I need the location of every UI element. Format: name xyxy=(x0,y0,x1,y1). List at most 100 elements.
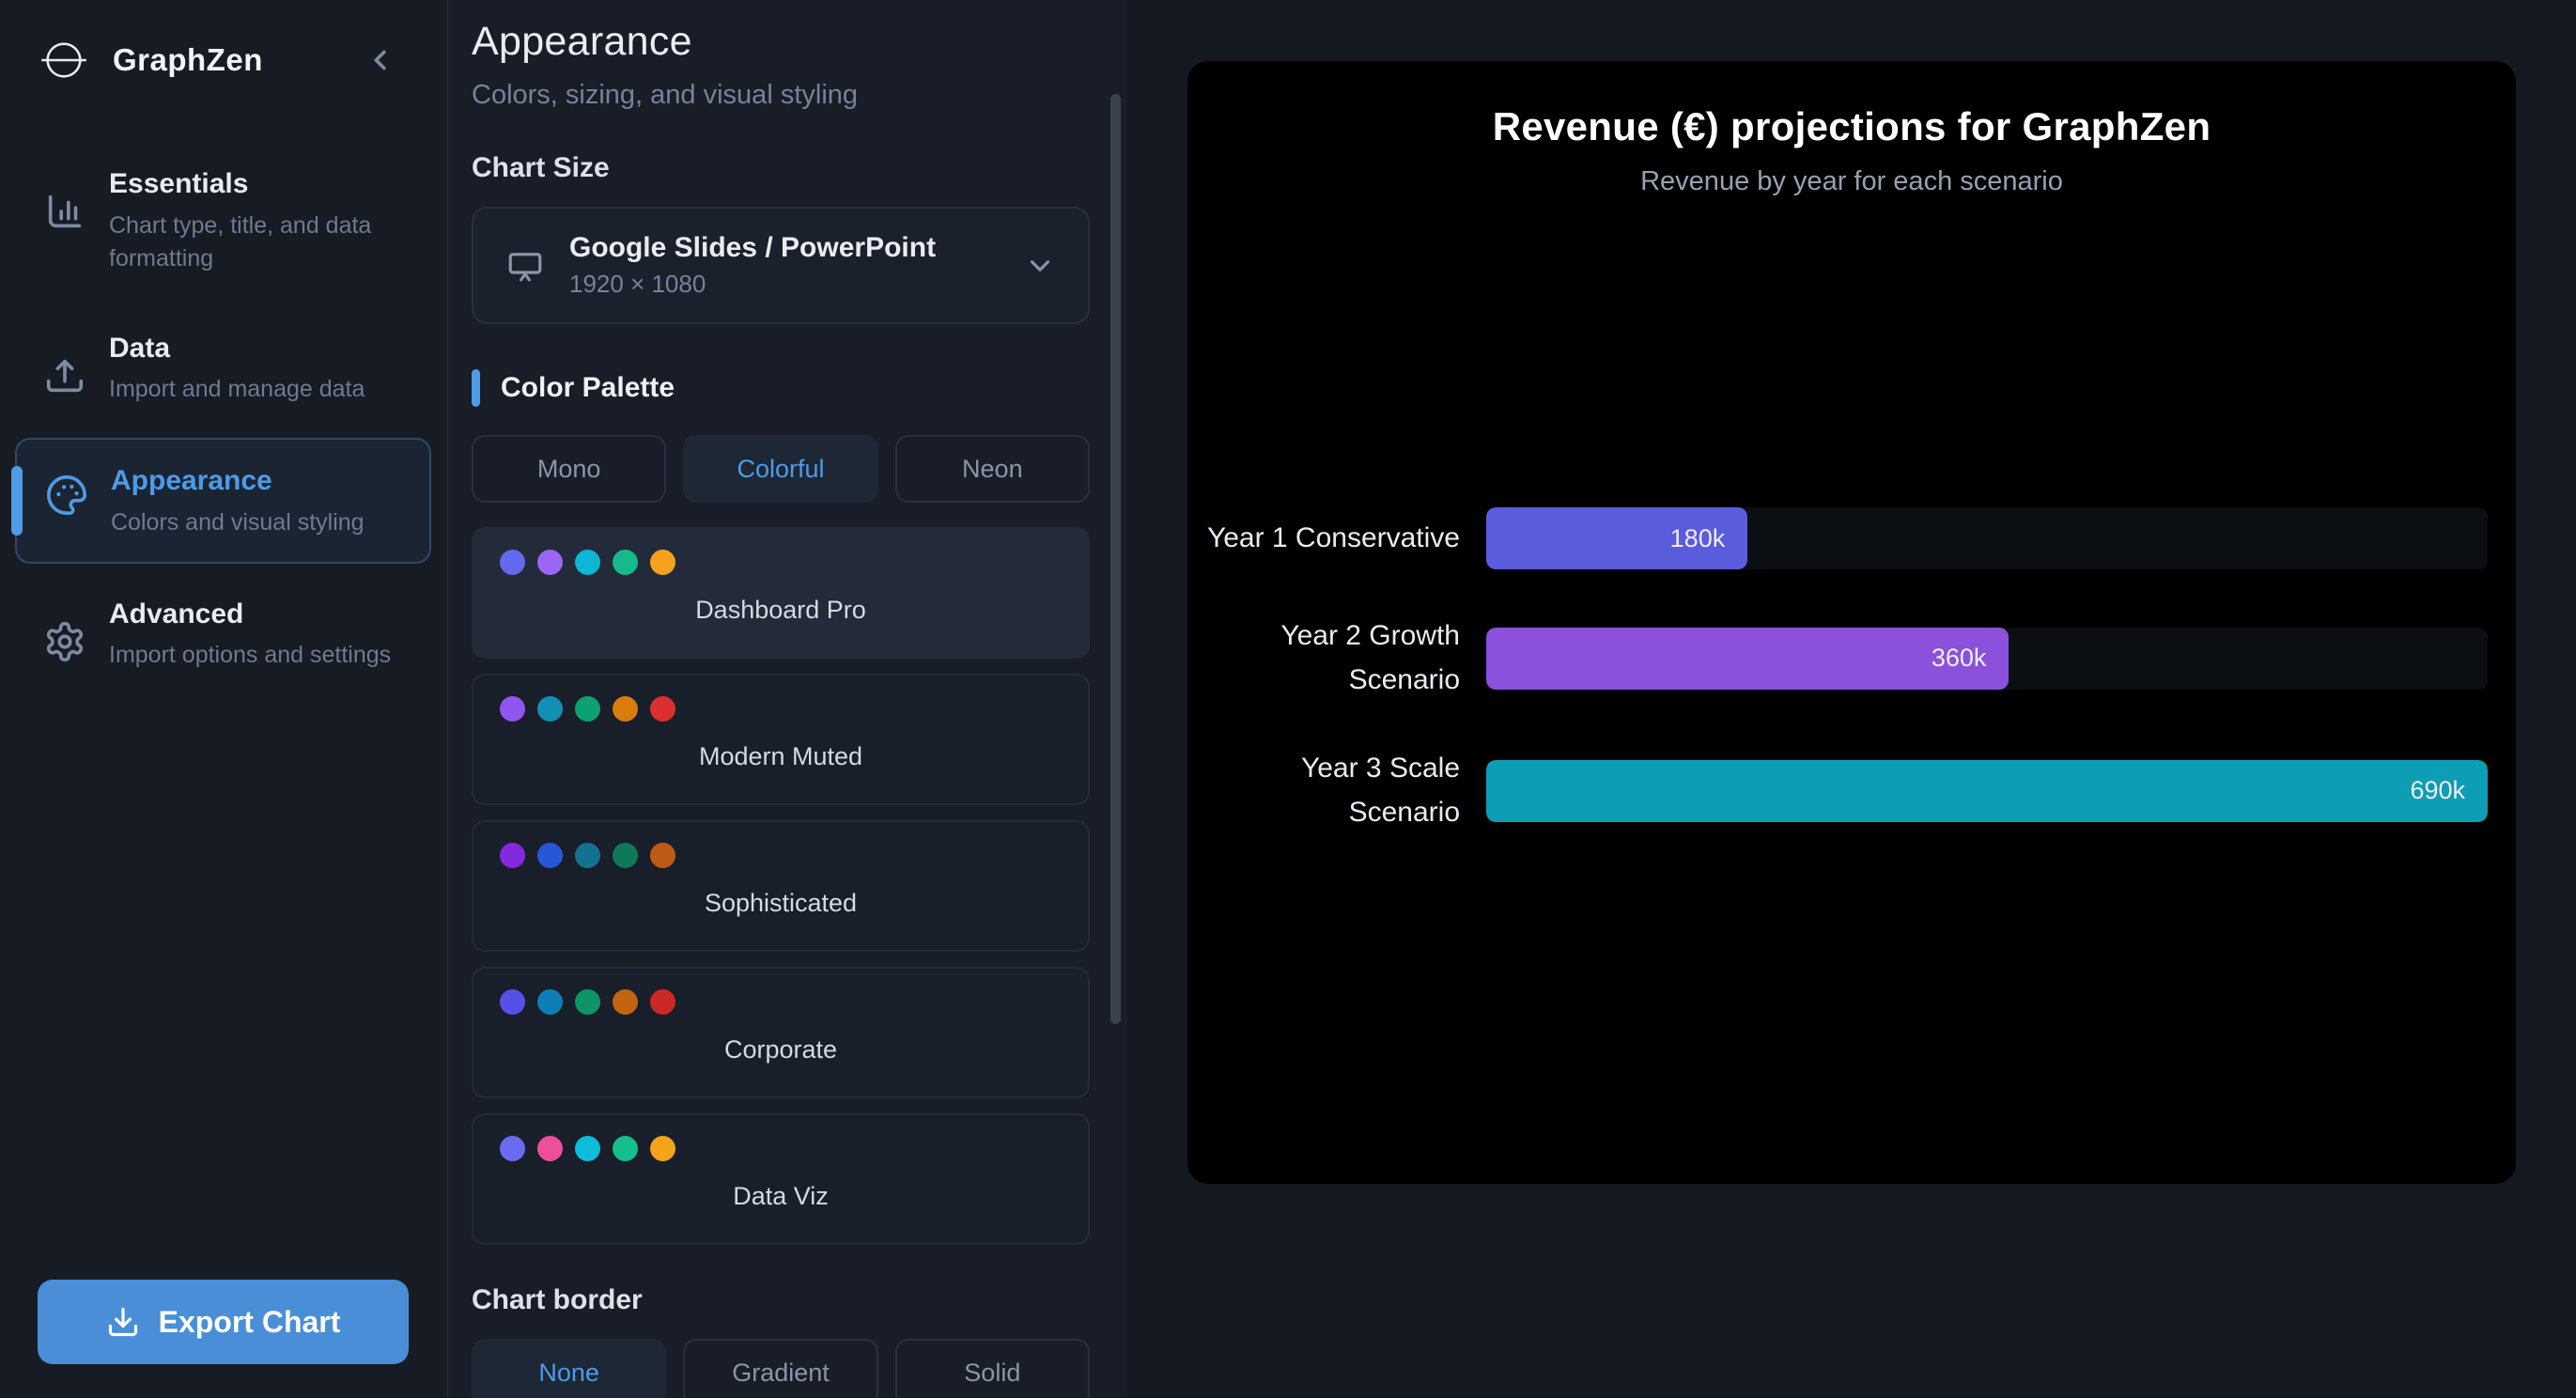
palette-name: Corporate xyxy=(723,1035,838,1064)
palette-swatches xyxy=(500,696,1062,722)
graphzen-logo-icon xyxy=(39,36,88,85)
palette-swatches xyxy=(500,843,1062,868)
color-swatch xyxy=(537,550,563,575)
sidebar-item-desc: Chart type, title, and data formatting xyxy=(109,211,372,272)
palette-mode-tabs: Mono Colorful Neon xyxy=(472,435,1090,503)
bar-track: 360k xyxy=(1486,627,2488,690)
active-indicator xyxy=(11,465,23,536)
app-title: GraphZen xyxy=(113,42,263,77)
bar-value-label: 690k xyxy=(2410,776,2465,804)
download-icon xyxy=(108,1307,137,1337)
palette-name: Dashboard Pro xyxy=(695,596,866,624)
color-swatch xyxy=(537,843,563,868)
color-palette-label: Color Palette xyxy=(501,372,675,403)
color-swatch xyxy=(500,843,525,868)
sidebar-item-essentials[interactable]: Essentials Chart type, title, and data f… xyxy=(15,143,431,298)
color-swatch xyxy=(650,550,675,575)
palette-name: Modern Muted xyxy=(698,742,863,770)
color-swatch xyxy=(613,1136,638,1161)
chart-size-dimensions: 1920 × 1080 xyxy=(569,270,706,298)
sidebar-item-advanced[interactable]: Advanced Import options and settings xyxy=(15,573,431,695)
color-swatch xyxy=(575,550,600,575)
bar-track: 180k xyxy=(1486,507,2488,569)
bar-chart: Year 1 Conservative 180k Year 2 Growth S… xyxy=(1187,507,2516,834)
color-swatch xyxy=(613,989,638,1015)
color-swatch xyxy=(613,550,638,575)
section-accent-bar xyxy=(472,369,480,407)
chart-title: Revenue (€) projections for GraphZen xyxy=(1492,104,2211,148)
chart-subtitle: Revenue by year for each scenario xyxy=(1640,166,2063,196)
chart-border-options: None Gradient Solid xyxy=(472,1339,1090,1398)
palette-option-corporate[interactable]: Corporate xyxy=(472,967,1090,1098)
presentation-screen-icon xyxy=(505,246,545,286)
tab-mono[interactable]: Mono xyxy=(472,435,667,503)
chart-preview-stage: Revenue (€) projections for GraphZen Rev… xyxy=(1127,0,2576,1398)
category-label: Year 2 Growth Scenario xyxy=(1280,620,1460,695)
sidebar-item-label: Essentials xyxy=(109,168,249,199)
panel-subtitle: Colors, sizing, and visual styling xyxy=(472,80,859,110)
border-option-none[interactable]: None xyxy=(472,1339,667,1398)
border-option-gradient[interactable]: Gradient xyxy=(683,1339,878,1398)
category-label: Year 3 Scale Scenario xyxy=(1300,753,1460,828)
bar-row: Year 1 Conservative 180k xyxy=(1206,507,2488,569)
color-swatch xyxy=(575,696,600,722)
category-label: Year 1 Conservative xyxy=(1206,521,1460,553)
color-swatch xyxy=(613,696,638,722)
chart-border-label: Chart border xyxy=(472,1284,643,1315)
panel-title: Appearance xyxy=(472,19,692,64)
border-option-solid[interactable]: Solid xyxy=(894,1339,1090,1398)
palette-icon xyxy=(45,474,88,517)
color-swatch xyxy=(537,989,563,1015)
palette-option-modern-muted[interactable]: Modern Muted xyxy=(472,674,1090,805)
color-swatch xyxy=(575,989,600,1015)
color-swatch xyxy=(537,696,563,722)
palette-name: Sophisticated xyxy=(704,889,858,917)
gear-icon xyxy=(43,620,86,663)
bar-value-label: 360k xyxy=(1931,644,1987,672)
chart-size-value: Google Slides / PowerPoint xyxy=(569,232,937,263)
sidebar-item-desc: Colors and visual styling xyxy=(111,508,365,536)
panel-scrollbar[interactable] xyxy=(1110,94,1121,1024)
chevron-down-icon xyxy=(1024,250,1056,282)
palette-name: Data Viz xyxy=(733,1182,829,1210)
color-swatch xyxy=(500,696,525,722)
collapse-sidebar-icon[interactable] xyxy=(365,44,397,76)
bar-year1: 180k xyxy=(1486,507,1748,569)
palette-swatches xyxy=(500,550,1062,575)
palette-option-data-viz[interactable]: Data Viz xyxy=(472,1113,1090,1245)
sidebar-item-appearance[interactable]: Appearance Colors and visual styling xyxy=(11,438,431,564)
sidebar-item-label: Advanced xyxy=(109,598,244,629)
chart-size-label: Chart Size xyxy=(472,152,610,183)
color-swatch xyxy=(500,1136,525,1161)
export-chart-label: Export Chart xyxy=(158,1304,341,1339)
chart-border-section: Chart border None Gradient Solid xyxy=(472,1284,1090,1398)
palette-option-dashboard-pro[interactable]: Dashboard Pro xyxy=(472,527,1090,659)
logo-row: GraphZen xyxy=(0,36,446,85)
tab-neon[interactable]: Neon xyxy=(894,435,1090,503)
bar-row: Year 2 Growth Scenario 360k xyxy=(1206,614,2488,702)
export-chart-button[interactable]: Export Chart xyxy=(38,1280,409,1364)
color-swatch xyxy=(650,843,675,868)
palette-option-sophisticated[interactable]: Sophisticated xyxy=(472,820,1090,952)
bar-row: Year 3 Scale Scenario 690k xyxy=(1206,747,2488,834)
bar-chart-icon xyxy=(43,190,86,233)
color-swatch xyxy=(575,1136,600,1161)
color-swatch xyxy=(650,696,675,722)
color-swatch xyxy=(500,550,525,575)
upload-icon xyxy=(43,354,86,397)
palette-swatches xyxy=(500,989,1062,1015)
sidebar: GraphZen Essentials Chart type, title, a… xyxy=(0,0,448,1398)
chart-size-select[interactable]: Google Slides / PowerPoint 1920 × 1080 xyxy=(472,207,1090,324)
bar-value-label: 180k xyxy=(1669,523,1726,552)
bar-year3: 690k xyxy=(1486,759,2488,822)
sidebar-item-label: Appearance xyxy=(111,465,272,496)
color-swatch xyxy=(537,1136,563,1161)
color-swatch xyxy=(575,843,600,868)
tab-colorful[interactable]: Colorful xyxy=(683,435,878,503)
color-swatch xyxy=(613,843,638,868)
sidebar-item-data[interactable]: Data Import and manage data xyxy=(15,307,431,429)
color-swatch xyxy=(650,1136,675,1161)
palette-list: Dashboard Pro Modern Muted xyxy=(472,527,1090,1245)
color-swatch xyxy=(650,989,675,1015)
